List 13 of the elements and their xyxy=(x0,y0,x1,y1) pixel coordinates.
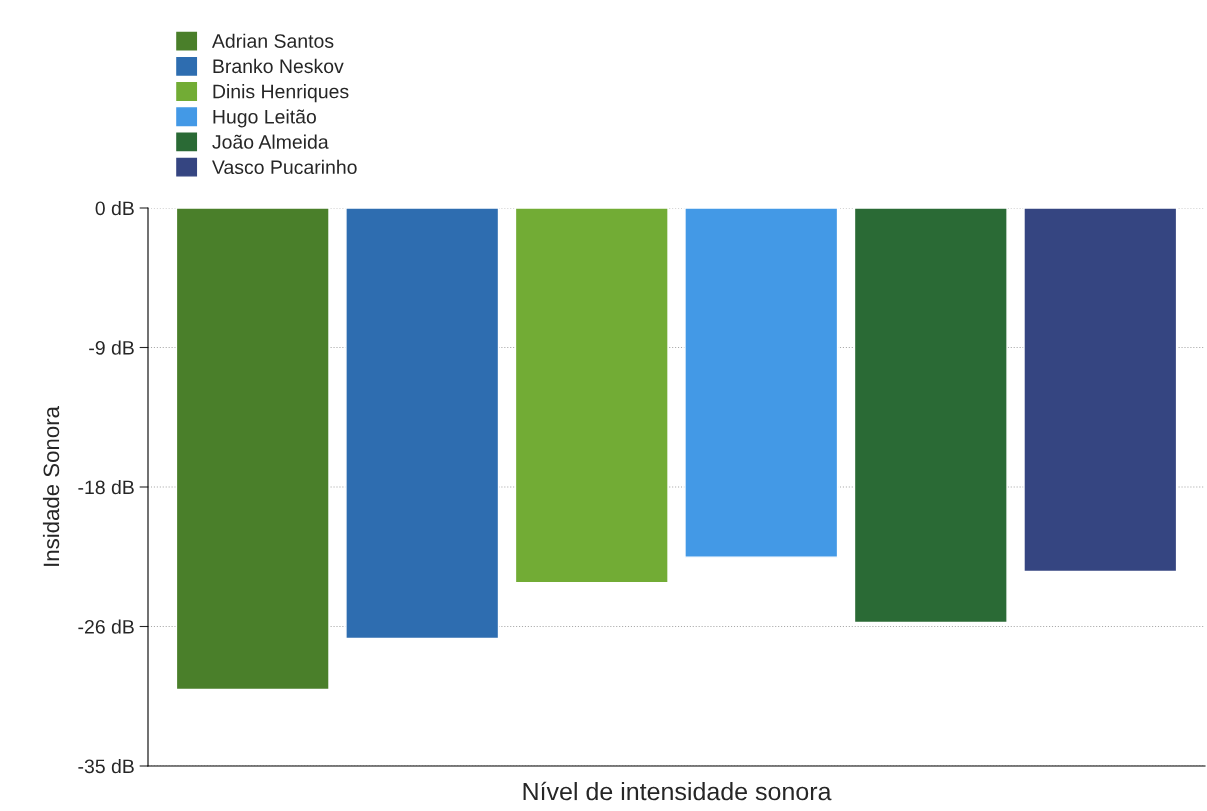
y-tick-label: -35 dB xyxy=(78,758,134,774)
legend-label: Adrian Santos xyxy=(211,33,334,48)
y-tick-label: -18 dB xyxy=(78,479,134,495)
y-axis-title: Insidade Sonora xyxy=(42,406,60,566)
legend-label: Branko Neskov xyxy=(213,58,344,74)
y-tick-label: -26 dB xyxy=(78,619,134,634)
x-axis-title: Nível de intensidade sonora xyxy=(523,781,832,801)
y-tick-label: -9 dB xyxy=(89,340,134,355)
legend-label: João Almeida xyxy=(212,134,329,149)
legend-label: Hugo Leitão xyxy=(213,109,316,128)
legend-label: Vasco Pucarinho xyxy=(212,159,357,175)
y-tick-label: 0 dB xyxy=(95,200,134,216)
legend-label: Dinis Henriques xyxy=(213,84,349,103)
